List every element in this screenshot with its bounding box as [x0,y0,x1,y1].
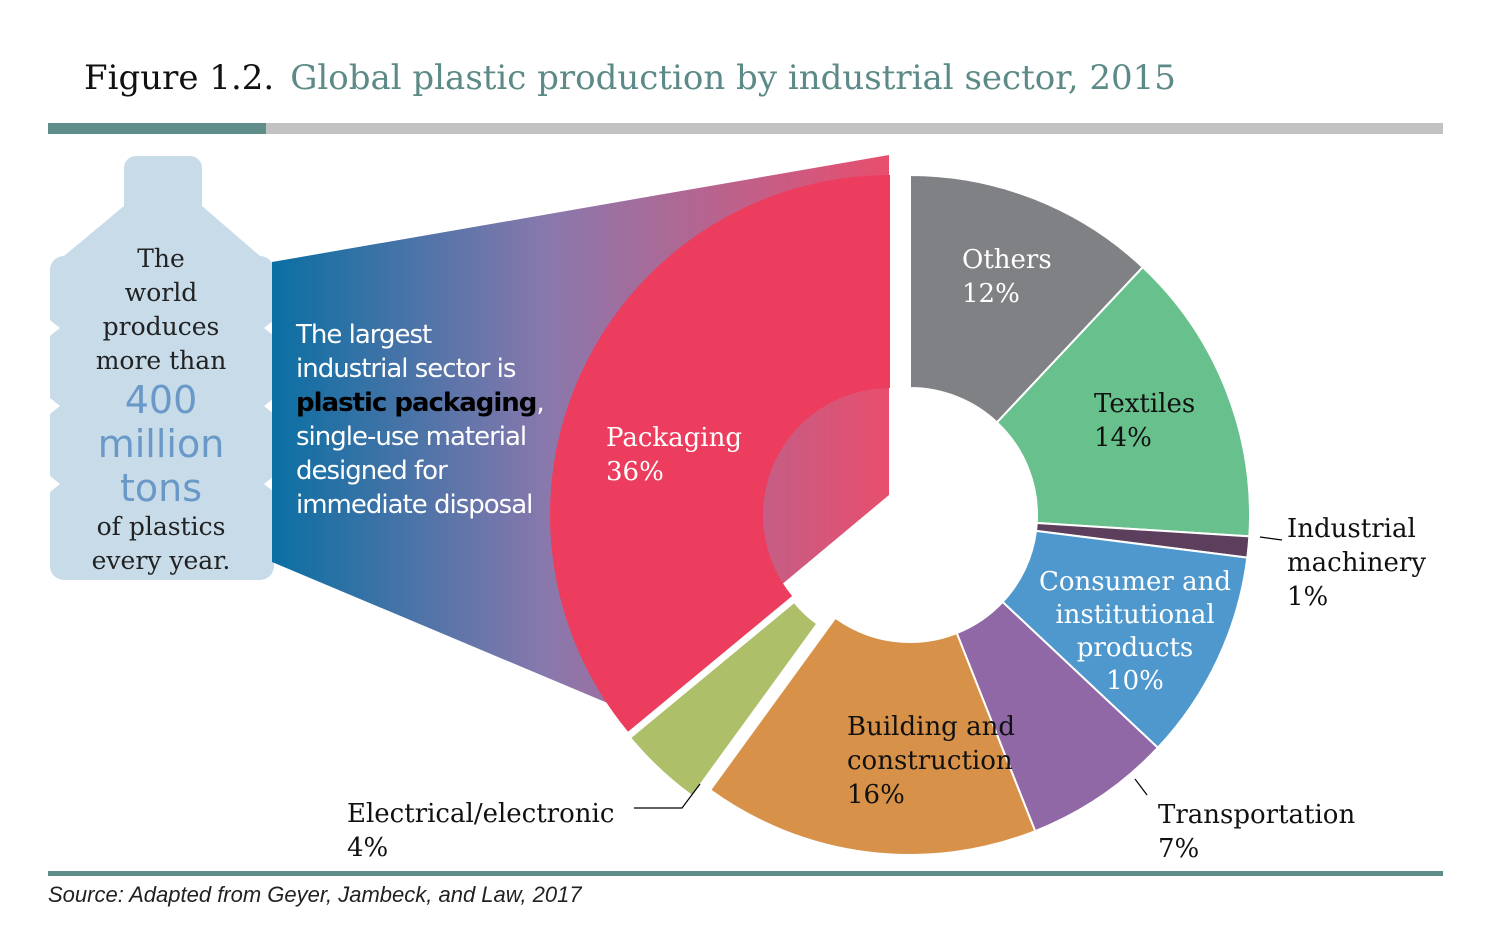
callout-pre: The largest industrial sector is [296,320,516,384]
slice-others [909,173,1145,424]
bottle-line-1: The [137,244,185,273]
bottle-shape [50,156,274,580]
slice-packaging [550,175,890,732]
slice-consumer-and-institutional-products [1001,529,1249,750]
label-line: Consumer and [1039,567,1231,597]
bottle-big-3: tons [119,466,203,510]
label-line: machinery [1287,548,1426,578]
bottle-big-2: million [97,422,225,466]
bottle-text: The world produces more than 400 million… [52,242,270,578]
label-line: Electrical/electronic [347,799,614,829]
bottle-line-4: more than [95,346,227,375]
slices [550,173,1251,856]
bottle-line-6: every year. [91,546,231,575]
label-transportation: Transportation 7% [1158,800,1355,864]
label-others: Others 12% [962,245,1052,309]
label-consumer-and-institutional-products: Consumer and institutional products 10% [1039,567,1231,696]
label-textiles: Textiles 14% [1094,389,1195,453]
label-line: 14% [1094,423,1152,453]
label-line: Building and [847,712,1015,742]
callout-emphasis: plastic packaging [296,388,537,418]
bottle-line-2: world [124,278,198,307]
leader-lines [634,536,1283,809]
slice-electrical-electronic [628,600,819,798]
bottle-line-5: of plastics [96,512,226,541]
label-line: 36% [606,457,664,487]
figure-title-text: Global plastic production by industrial … [290,58,1176,98]
callout-post: , single-use material designed for immed… [296,388,545,520]
label-line: 16% [847,780,905,810]
label-line: Textiles [1094,389,1195,419]
slice-labels: Packaging 36% Others 12% Textiles 14% Industri… [347,245,1426,864]
bottle-big-1: 400 [124,378,198,422]
label-line: 4% [347,833,388,863]
bottle-line-3: produces [102,312,220,341]
label-electrical-electronic: Electrical/electronic 4% [347,799,614,863]
label-line: Industrial [1287,514,1416,544]
label-line: Packaging [606,423,742,453]
label-line: Others [962,245,1052,275]
label-line: 10% [1106,666,1164,696]
label-line: products [1077,633,1193,663]
top-rule [48,123,1443,134]
leader-transportation [1134,778,1148,796]
label-line: institutional [1055,600,1214,630]
label-line: 7% [1158,834,1199,864]
bottom-rule [48,871,1443,876]
label-line: construction [847,746,1013,776]
label-industrial-machinery: Industrial machinery 1% [1287,514,1426,612]
slice-building-and-construction [708,616,1037,856]
figure-label: Figure 1.2. [84,58,275,98]
top-rule-accent [48,123,266,134]
slice-textiles [995,265,1251,538]
leader-electrical [634,783,701,809]
label-line: 12% [962,279,1020,309]
label-building-and-construction: Building and construction 16% [847,712,1015,810]
source-note: Source: Adapted from Geyer, Jambeck, and… [48,882,582,907]
figure-title: Figure 1.2. Global plastic production by … [84,58,1176,98]
label-line: 1% [1287,582,1328,612]
label-line: Transportation [1158,800,1355,830]
leader-industrial [1259,536,1283,541]
callout-text: The largest industrial sector is plastic… [296,318,546,522]
label-packaging: Packaging 36% [606,423,742,487]
